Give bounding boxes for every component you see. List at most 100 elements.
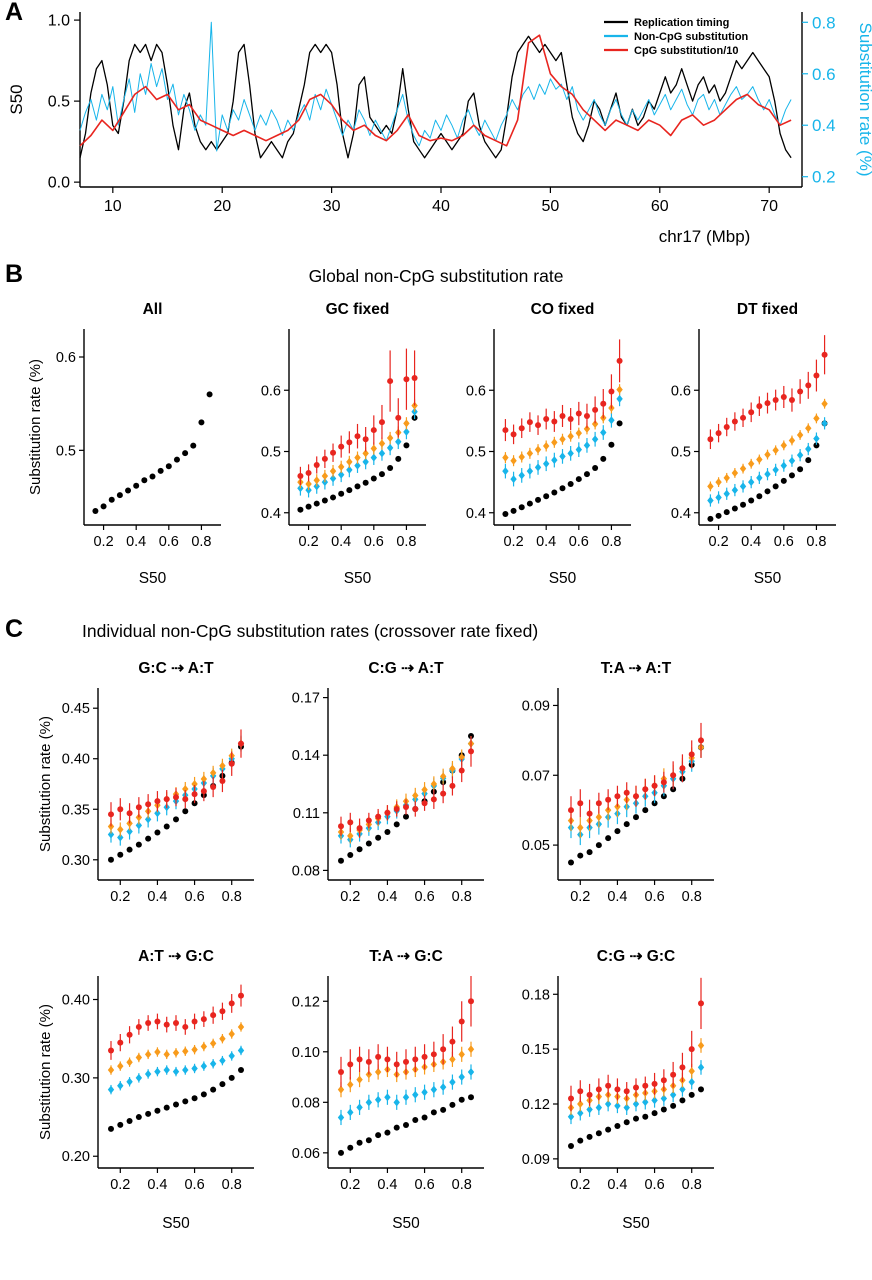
panel-c-charts-row1: 0.2 0.4 0.6 0.8 0.30 0.35 0.40 0.45 G:C ⇢ A:T Sub… xyxy=(0,648,872,936)
svg-text:0.6: 0.6 xyxy=(56,350,76,366)
svg-text:0.30: 0.30 xyxy=(62,1071,90,1087)
panel-b-section-title: Global non-CpG substitution rate xyxy=(308,266,564,286)
svg-text:0.4: 0.4 xyxy=(377,1177,397,1193)
svg-text:0.5: 0.5 xyxy=(261,445,281,461)
chart-c-gc-to-at: 0.2 0.4 0.6 0.8 0.30 0.35 0.40 0.45 G:C ⇢ A:T Sub… xyxy=(37,660,254,905)
svg-text:0.6: 0.6 xyxy=(414,889,434,905)
svg-text:GC fixed: GC fixed xyxy=(326,301,390,318)
svg-text:0.4: 0.4 xyxy=(607,1177,627,1193)
svg-text:0.5: 0.5 xyxy=(56,443,76,459)
chart-c-cg-to-at: 0.2 0.4 0.6 0.8 0.08 0.11 0.14 0.17 C:G ⇢ A:T xyxy=(292,660,484,905)
svg-text:chr17 (Mbp): chr17 (Mbp) xyxy=(659,227,751,246)
svg-text:S50: S50 xyxy=(392,1215,420,1232)
panel-c-section-title: Individual non-CpG substitution rates (c… xyxy=(82,621,539,641)
chart-b-co-fixed: 0.2 0.4 0.6 0.8 0.4 0.5 0.6 CO fixed S50 xyxy=(466,301,631,587)
svg-text:0.2: 0.2 xyxy=(93,534,113,550)
svg-text:C:G ⇢ A:T: C:G ⇢ A:T xyxy=(368,660,444,677)
svg-text:0.2: 0.2 xyxy=(110,1177,130,1193)
svg-text:0.08: 0.08 xyxy=(292,863,320,879)
svg-text:0.4: 0.4 xyxy=(466,506,486,522)
svg-text:0.6: 0.6 xyxy=(812,65,836,84)
svg-text:S50: S50 xyxy=(162,1215,190,1232)
svg-text:C:G ⇢ G:C: C:G ⇢ G:C xyxy=(597,948,675,965)
svg-text:0.11: 0.11 xyxy=(293,806,320,822)
svg-text:S50: S50 xyxy=(754,570,782,587)
svg-text:S50: S50 xyxy=(139,570,167,587)
svg-text:0.15: 0.15 xyxy=(522,1042,550,1058)
chart-c-at-to-gc: 0.2 0.4 0.6 0.8 0.20 0.30 0.40 A:T ⇢ G:C Substit… xyxy=(37,948,254,1232)
svg-text:0.40: 0.40 xyxy=(62,993,90,1009)
svg-text:0.6: 0.6 xyxy=(644,1177,664,1193)
svg-text:0.17: 0.17 xyxy=(292,691,320,707)
svg-text:Substitution rate (%): Substitution rate (%) xyxy=(856,22,872,176)
svg-text:0.4: 0.4 xyxy=(147,889,167,905)
svg-text:0.2: 0.2 xyxy=(812,168,836,187)
svg-text:0.4: 0.4 xyxy=(261,506,281,522)
svg-text:0.2: 0.2 xyxy=(298,534,318,550)
svg-text:0.0: 0.0 xyxy=(48,175,70,192)
svg-text:S50: S50 xyxy=(7,84,26,114)
panel-c-charts-row2: 0.2 0.4 0.6 0.8 0.20 0.30 0.40 A:T ⇢ G:C Substit… xyxy=(0,936,872,1236)
svg-text:0.6: 0.6 xyxy=(184,889,204,905)
svg-text:0.6: 0.6 xyxy=(184,1177,204,1193)
svg-text:0.8: 0.8 xyxy=(452,889,472,905)
panel-b-charts: 0.2 0.4 0.6 0.8 0.5 0.6 All Substitution rate (… xyxy=(0,291,872,591)
svg-text:0.4: 0.4 xyxy=(671,506,691,522)
svg-text:0.2: 0.2 xyxy=(570,1177,590,1193)
svg-text:0.30: 0.30 xyxy=(62,853,90,869)
svg-text:0.8: 0.8 xyxy=(682,889,702,905)
svg-text:Substitution rate (%): Substitution rate (%) xyxy=(37,1004,54,1140)
svg-text:0.6: 0.6 xyxy=(569,534,589,550)
panel-b: B Global non-CpG substitution rate 0.2 0.… xyxy=(0,262,872,591)
chart-c-cg-to-gc: 0.2 0.4 0.6 0.8 0.09 0.12 0.15 0.18 C:G ⇢ G:C S50 xyxy=(522,948,714,1232)
svg-text:0.4: 0.4 xyxy=(607,889,627,905)
svg-text:Replication timing: Replication timing xyxy=(634,17,729,29)
svg-text:Substitution rate (%): Substitution rate (%) xyxy=(27,359,44,495)
svg-text:0.6: 0.6 xyxy=(159,534,179,550)
svg-text:0.40: 0.40 xyxy=(62,752,90,768)
svg-text:0.6: 0.6 xyxy=(774,534,794,550)
svg-text:0.8: 0.8 xyxy=(806,534,826,550)
svg-text:0.4: 0.4 xyxy=(536,534,556,550)
svg-text:0.12: 0.12 xyxy=(292,994,320,1010)
svg-text:70: 70 xyxy=(760,198,778,215)
svg-text:0.2: 0.2 xyxy=(340,1177,360,1193)
panel-c: C Individual non-CpG substitution rates … xyxy=(0,617,872,1236)
svg-text:T:A ⇢ A:T: T:A ⇢ A:T xyxy=(601,660,672,677)
panel-label-a: A xyxy=(5,0,24,26)
svg-text:A:T ⇢ G:C: A:T ⇢ G:C xyxy=(138,948,214,965)
svg-text:0.05: 0.05 xyxy=(522,838,550,854)
svg-text:30: 30 xyxy=(323,198,341,215)
svg-text:1.0: 1.0 xyxy=(48,13,70,30)
svg-text:S50: S50 xyxy=(344,570,372,587)
svg-text:0.5: 0.5 xyxy=(671,445,691,461)
svg-text:CO fixed: CO fixed xyxy=(531,301,595,318)
panel-label-c: C xyxy=(5,615,24,643)
chart-b-gc-fixed: 0.2 0.4 0.6 0.8 0.4 0.5 0.6 GC fixed S50 xyxy=(261,301,426,587)
chart-replication-timing-vs-substitution: 10 20 30 40 50 60 70 0.0 0.5 1.0 0.2 0.4 0.6 0.8 S50 Su… xyxy=(7,12,872,246)
svg-text:S50: S50 xyxy=(549,570,577,587)
svg-text:0.2: 0.2 xyxy=(708,534,728,550)
svg-text:0.09: 0.09 xyxy=(522,1152,550,1168)
svg-text:0.08: 0.08 xyxy=(292,1095,320,1111)
svg-text:0.8: 0.8 xyxy=(812,13,836,32)
svg-text:0.4: 0.4 xyxy=(812,116,836,135)
panel-a: A 10 20 30 40 50 60 70 0.0 0.5 1.0 0.2 0.4 0.6 0.8 S50… xyxy=(0,0,872,252)
svg-text:50: 50 xyxy=(541,198,559,215)
svg-text:G:C ⇢ A:T: G:C ⇢ A:T xyxy=(138,660,214,677)
chart-c-ta-to-at: 0.2 0.4 0.6 0.8 0.05 0.07 0.09 T:A ⇢ A:T xyxy=(522,660,714,905)
svg-text:0.4: 0.4 xyxy=(147,1177,167,1193)
svg-text:10: 10 xyxy=(104,198,122,215)
svg-text:0.4: 0.4 xyxy=(741,534,761,550)
svg-text:0.6: 0.6 xyxy=(364,534,384,550)
svg-text:0.8: 0.8 xyxy=(191,534,211,550)
svg-text:0.8: 0.8 xyxy=(601,534,621,550)
svg-text:T:A ⇢ G:C: T:A ⇢ G:C xyxy=(369,948,443,965)
svg-text:60: 60 xyxy=(651,198,669,215)
svg-text:0.35: 0.35 xyxy=(62,802,90,818)
svg-text:0.8: 0.8 xyxy=(682,1177,702,1193)
svg-text:0.4: 0.4 xyxy=(126,534,146,550)
svg-text:0.6: 0.6 xyxy=(261,383,281,399)
svg-text:0.20: 0.20 xyxy=(62,1149,90,1165)
svg-text:S50: S50 xyxy=(622,1215,650,1232)
